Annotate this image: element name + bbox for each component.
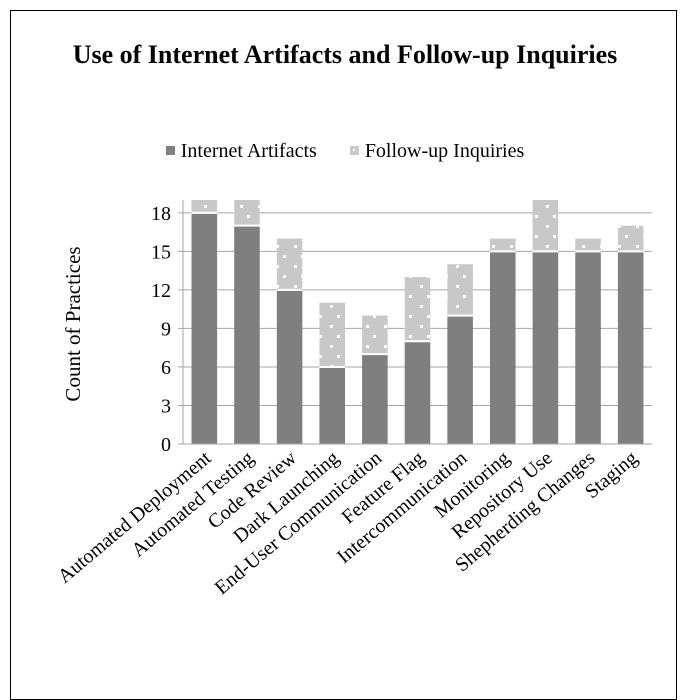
- bar-pattern-follow-up-inquiries: [276, 238, 303, 290]
- chart-title: Use of Internet Artifacts and Follow-up …: [72, 40, 618, 69]
- legend-swatch-internet-artifacts: [165, 146, 175, 155]
- bar-pattern-follow-up-inquiries: [404, 277, 431, 342]
- bar-pattern-follow-up-inquiries: [319, 302, 346, 367]
- y-tick-label: 9: [161, 318, 171, 340]
- bar-pattern-follow-up-inquiries: [362, 315, 388, 355]
- bar-internet-artifacts: [319, 366, 346, 444]
- y-axis: 0 3 6 9 12 15 18: [151, 200, 184, 456]
- y-axis-label: Count of Practices: [61, 246, 85, 401]
- stacked-bar-chart: 0 3 6 9 12 15 18 Count of Practices Automated …: [54, 200, 652, 600]
- bar-internet-artifacts: [617, 251, 644, 444]
- bar-internet-artifacts: [191, 212, 218, 444]
- y-tick-label: 12: [151, 280, 171, 302]
- y-tick-label: 6: [161, 357, 171, 379]
- legend-label-follow-up-inquiries: Follow-up Inquiries: [364, 140, 525, 162]
- bar-pattern-follow-up-inquiries: [575, 238, 601, 252]
- bar-pattern-follow-up-inquiries: [532, 200, 559, 252]
- y-tick-label: 18: [151, 203, 171, 225]
- bar-internet-artifacts: [362, 354, 388, 444]
- bar-internet-artifacts: [234, 225, 260, 444]
- legend-label-internet-artifacts: Internet Artifacts: [180, 140, 317, 162]
- legend-item-internet-artifacts: Internet Artifacts: [165, 140, 317, 163]
- bar-pattern-follow-up-inquiries: [447, 264, 473, 316]
- bar-internet-artifacts: [575, 251, 601, 444]
- y-tick-label: 15: [151, 241, 171, 263]
- bar-pattern-follow-up-inquiries: [617, 225, 644, 252]
- bar-internet-artifacts: [276, 289, 303, 444]
- bar-pattern-follow-up-inquiries: [489, 238, 516, 252]
- bar-pattern-follow-up-inquiries: [191, 200, 218, 213]
- bar-internet-artifacts: [404, 341, 431, 444]
- legend-item-follow-up-inquiries: Follow-up Inquiries: [349, 140, 525, 163]
- bars: [191, 200, 644, 444]
- chart-legend: Internet Artifacts Follow-up Inquiries: [0, 140, 690, 163]
- legend-swatch-follow-up-inquiries: [349, 146, 359, 155]
- bar-internet-artifacts: [532, 251, 559, 444]
- bar-pattern-follow-up-inquiries: [234, 200, 260, 226]
- bar-internet-artifacts: [489, 251, 516, 444]
- y-tick-label: 0: [161, 434, 171, 456]
- y-tick-label: 3: [161, 395, 171, 417]
- bar-internet-artifacts: [447, 315, 473, 444]
